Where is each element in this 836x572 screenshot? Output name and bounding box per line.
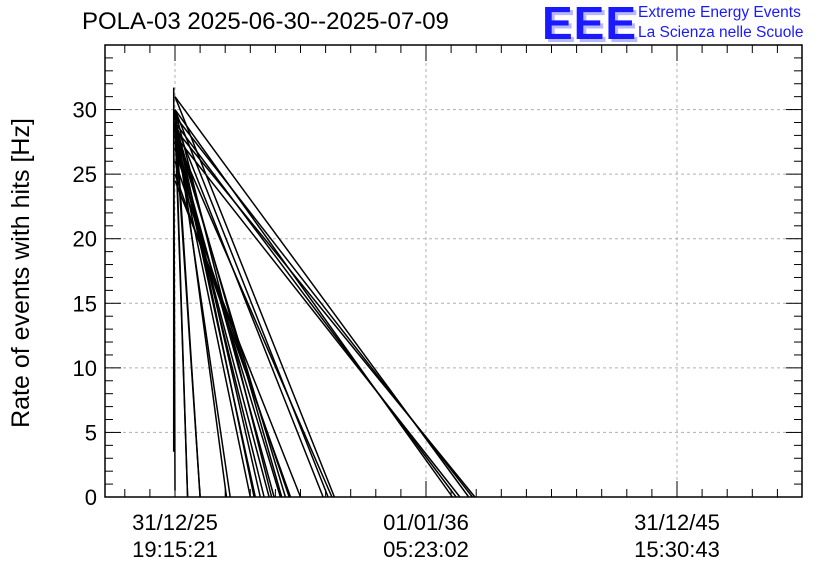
series-line bbox=[174, 96, 336, 498]
y-tick-label: 10 bbox=[73, 356, 97, 381]
y-tick-label: 5 bbox=[85, 420, 97, 445]
series-line bbox=[172, 87, 176, 491]
eee-logo: EEE Extreme Energy Events La Scienza nel… bbox=[542, 0, 832, 49]
eee-logo-mark: EEE bbox=[542, 0, 638, 49]
x-tick-label-time: 15:30:43 bbox=[634, 537, 720, 562]
logo-line-2: La Scienza nelle Scuole bbox=[638, 24, 804, 41]
series-line bbox=[174, 122, 324, 498]
x-tick-label-date: 31/12/25 bbox=[132, 510, 218, 535]
logo-line-1: Extreme Energy Events bbox=[638, 4, 801, 21]
series-line bbox=[174, 109, 329, 498]
x-tick-label-time: 19:15:21 bbox=[132, 537, 218, 562]
series-line bbox=[174, 180, 302, 498]
series-line bbox=[174, 122, 283, 498]
x-tick-label-date: 01/01/36 bbox=[383, 510, 469, 535]
series-line bbox=[174, 122, 457, 498]
x-tick-label-time: 05:23:02 bbox=[383, 537, 469, 562]
y-tick-label: 25 bbox=[73, 162, 97, 187]
plot-frame bbox=[104, 44, 803, 498]
series-line bbox=[174, 135, 275, 498]
chart-title: POLA-03 2025-06-30--2025-07-09 bbox=[82, 8, 449, 35]
x-tick-label-date: 31/12/45 bbox=[634, 510, 720, 535]
series-line bbox=[174, 135, 252, 498]
y-tick-label: 0 bbox=[85, 485, 97, 510]
y-tick-label: 30 bbox=[73, 98, 97, 123]
series-line bbox=[174, 128, 287, 498]
series-line bbox=[174, 128, 476, 498]
series-line bbox=[174, 135, 333, 498]
y-tick-label: 20 bbox=[73, 227, 97, 252]
y-axis-label: Rate of events with hits [Hz] bbox=[7, 118, 35, 428]
series-line bbox=[174, 134, 461, 498]
series-line bbox=[174, 122, 231, 498]
y-tick-label: 15 bbox=[73, 291, 97, 316]
